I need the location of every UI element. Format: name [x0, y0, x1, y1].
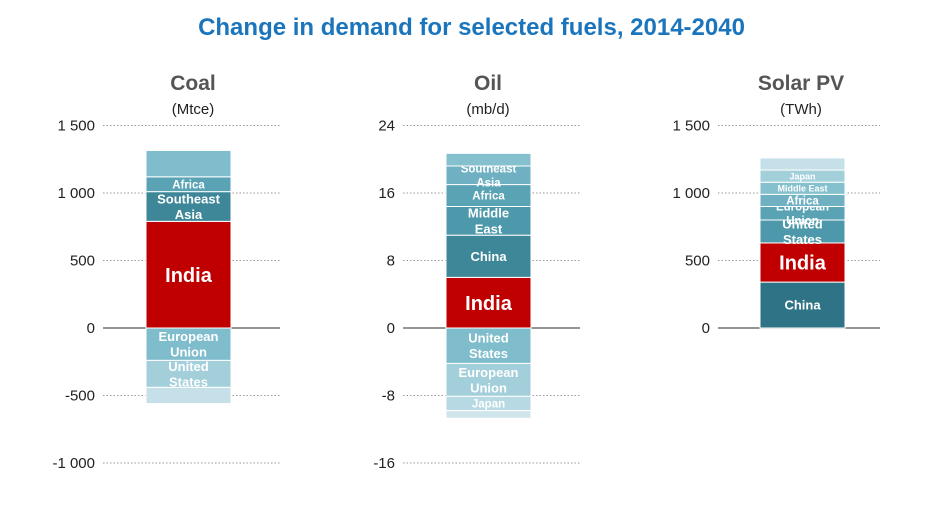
segment-label: Japan	[789, 171, 815, 181]
y-tick-label: 0	[87, 320, 95, 337]
segment-label: Middle East	[468, 206, 509, 237]
bar-segment-european-union	[445, 362, 532, 397]
y-tick-label: 8	[387, 253, 395, 270]
segment-label: United States	[468, 331, 509, 362]
y-tick-label: -1 000	[52, 455, 95, 472]
bar-segment-european-union	[145, 327, 232, 361]
segment-label: Southeast Asia	[157, 191, 221, 222]
y-tick-label: -500	[65, 388, 95, 405]
y-tick-label: 1 000	[57, 185, 95, 202]
y-tick-label: 1 500	[57, 118, 95, 135]
y-tick-label: 0	[387, 320, 395, 337]
y-tick-label: 1 500	[672, 118, 710, 135]
y-tick-label: 500	[70, 253, 95, 270]
segment-label: India	[465, 293, 513, 315]
bar-segment-southeast-asia	[145, 191, 232, 222]
segment-label: India	[779, 253, 827, 275]
panel-unit: (TWh)	[780, 101, 822, 118]
bar-segment-india	[145, 220, 232, 329]
bar-segment-china	[445, 234, 532, 278]
panel-unit: (mb/d)	[466, 101, 509, 118]
bar-segment-united-states	[145, 359, 232, 388]
panel-title: Solar PV	[758, 72, 844, 95]
panel-unit: (Mtce)	[172, 101, 215, 118]
bar-segment-other	[145, 149, 232, 178]
y-tick-label: 500	[685, 253, 710, 270]
segment-label: Japan	[472, 399, 505, 411]
bar-segment-other	[145, 386, 232, 405]
segment-label: United States	[168, 359, 209, 390]
segment-label: European Union	[159, 329, 219, 360]
panel-title: Oil	[474, 72, 502, 95]
segment-label: Middle East	[777, 184, 827, 194]
bar-segment-india	[759, 242, 846, 283]
bar-segment-middle-east	[445, 206, 532, 236]
bar-segment-other	[445, 152, 532, 167]
segment-label: Africa	[472, 191, 505, 203]
segment-label: Africa	[172, 179, 205, 191]
panel-oil: Oil (mb/d) 24 16 8 0 -8 -16 India China Middle East…	[373, 72, 580, 472]
segment-label: India	[165, 265, 213, 287]
segment-label: China	[470, 249, 507, 264]
panel-coal: Coal (Mtce) 1 500 1 000 500 0 -500 -1 000 India S…	[52, 72, 280, 472]
y-tick-label: -8	[382, 388, 395, 405]
chart-title: Change in demand for selected fuels, 201…	[198, 14, 745, 41]
y-tick-label: 16	[378, 185, 395, 202]
segment-label: China	[784, 298, 821, 313]
bar-segment-other	[759, 157, 846, 171]
bar-segment-united-states	[445, 327, 532, 364]
segment-label: European Union	[459, 365, 519, 396]
y-tick-label: 0	[702, 320, 710, 337]
segment-label: Southeast Asia	[461, 164, 517, 190]
y-tick-label: 24	[378, 118, 395, 135]
y-tick-label: 1 000	[672, 185, 710, 202]
bar-segment-other	[445, 410, 532, 419]
y-tick-label: -16	[373, 455, 395, 472]
panel-title: Coal	[170, 72, 216, 95]
bar-segment-china	[759, 281, 846, 329]
segment-label: Africa	[786, 196, 819, 208]
